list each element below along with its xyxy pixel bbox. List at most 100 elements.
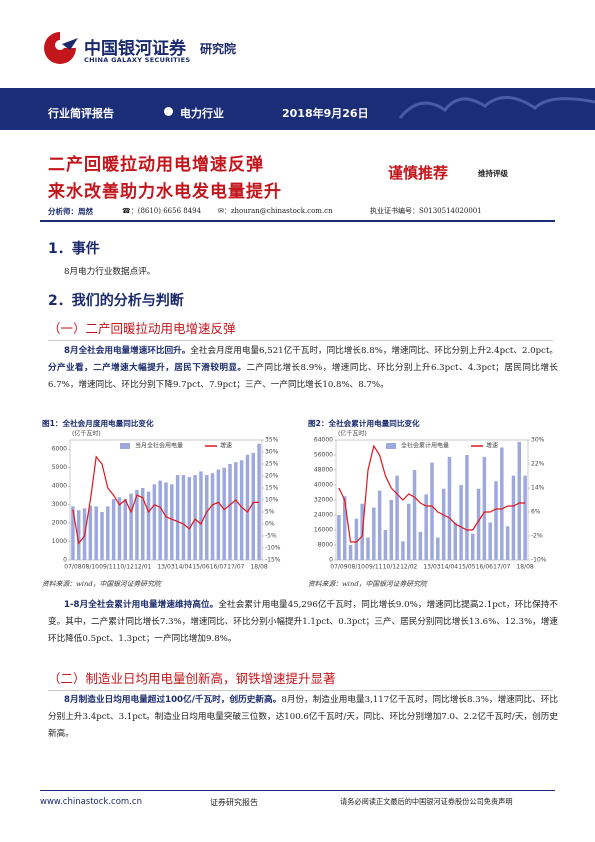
bar xyxy=(424,494,428,560)
bar xyxy=(430,462,434,560)
footer-url: www.chinastock.com.cn xyxy=(40,797,142,807)
lead: 1-8月全社会累计用电量增速维持高位。 xyxy=(64,600,219,610)
line xyxy=(72,455,260,545)
bar xyxy=(511,475,516,560)
bar xyxy=(401,541,405,560)
analyst: 分析师：周然 xyxy=(48,207,93,216)
bar xyxy=(418,531,423,560)
x-tick-label: 09/11 xyxy=(99,564,116,571)
banner xyxy=(0,88,595,130)
x-tick-label: 12/01 xyxy=(134,564,151,571)
legend-swatch xyxy=(120,443,130,449)
banner-clouds xyxy=(398,96,595,119)
bar xyxy=(117,497,122,560)
y2-tick-label: 35% xyxy=(265,437,279,444)
y-tick-label: 48000 xyxy=(314,467,333,474)
bar xyxy=(251,452,256,560)
bar xyxy=(372,507,376,560)
bar xyxy=(412,470,417,560)
brand-en: CHINA GALAXY SECURITIES xyxy=(84,56,191,64)
bar xyxy=(123,499,128,560)
x-tick-label: 16/07 xyxy=(210,564,227,571)
bar xyxy=(337,515,341,560)
bar xyxy=(406,503,411,560)
y-tick-label: 3000 xyxy=(52,501,67,508)
title: 二产回暖拉动用电增速反弹 xyxy=(48,155,264,175)
chart: (亿千瓦时) 0 1000 2000 3000 4000 5000 6000 -15% -10% -… xyxy=(52,430,281,571)
x-tick-label: 12/02 xyxy=(400,564,417,571)
bar xyxy=(453,522,458,560)
legend-label: 全社会累计用电量 xyxy=(401,442,449,450)
phone: ☎：(8610) 6656 8494 xyxy=(122,207,202,215)
logo-icon xyxy=(44,32,78,64)
bar xyxy=(447,456,452,560)
legend-label: 当月全社会用电量 xyxy=(135,442,183,450)
bar xyxy=(129,493,133,560)
x-tick-label: 15/05 xyxy=(458,564,475,571)
y-tick-label: 0 xyxy=(329,557,333,564)
bar xyxy=(500,447,504,560)
y-tick-label: 32000 xyxy=(314,497,333,504)
lead: 8月全社会用电量增速环比回升。 xyxy=(64,346,191,356)
bar xyxy=(146,491,151,560)
x-tick-label: 08/10 xyxy=(82,564,99,571)
y-tick-label: 16000 xyxy=(314,527,333,534)
bar xyxy=(494,481,498,560)
bar xyxy=(354,518,359,560)
y-tick-label: 24000 xyxy=(314,512,333,519)
bar xyxy=(228,464,232,560)
footer-rule xyxy=(40,790,555,791)
bar xyxy=(135,489,139,560)
section-heading: 2．我们的分析与判断 xyxy=(48,293,184,309)
bar xyxy=(517,441,522,560)
footer-center: 证券研究报告 xyxy=(210,798,258,807)
bar xyxy=(158,480,162,560)
y2-tick-label: 25% xyxy=(265,461,279,468)
bar xyxy=(342,496,347,560)
bar xyxy=(88,505,93,560)
y2-tick-label: 30% xyxy=(531,437,545,444)
bar xyxy=(140,488,145,560)
x-tick-label: 07/08 xyxy=(64,564,81,571)
date: 2018年9月26日 xyxy=(282,107,369,120)
bar xyxy=(389,500,394,560)
legend-swatch xyxy=(386,443,396,449)
y-axis-label: (亿千瓦时) xyxy=(338,430,367,438)
bar xyxy=(383,530,388,560)
y2-tick-label: 0% xyxy=(265,521,275,528)
line xyxy=(338,444,526,543)
bar xyxy=(164,482,168,560)
paragraph: 1-8月全社会累计用电量增速维持高位。全社会累计用电量45,296亿千瓦时，同比… xyxy=(48,597,558,648)
legend-label: 增速 xyxy=(486,442,498,450)
y2-tick-label: 30% xyxy=(265,449,279,456)
lead: 分产业看，二产增速大幅提升，居民下滑较明显。 xyxy=(48,363,247,373)
x-tick-label: 08/10 xyxy=(348,564,365,571)
bar xyxy=(204,475,209,560)
institute: 研究院 xyxy=(200,42,237,56)
y-tick-label: 40000 xyxy=(314,482,333,489)
bar xyxy=(523,475,527,560)
bar xyxy=(76,510,81,560)
rating: 谨慎推荐 xyxy=(388,164,449,182)
y-tick-label: 5000 xyxy=(52,464,67,471)
bar xyxy=(71,506,75,560)
text: 全社会累计用电量45,296亿千瓦时，同比增长9.0%，增速同比提高2.1pct… xyxy=(48,600,558,644)
bar xyxy=(222,467,226,560)
y-tick-label: 1000 xyxy=(52,538,67,545)
industry: 电力行业 xyxy=(180,107,224,120)
bar xyxy=(482,456,487,560)
bar xyxy=(465,455,469,560)
bar xyxy=(193,475,197,560)
title: 来水改善助力水电发电量提升 xyxy=(48,182,282,202)
x-tick-label: 13/03 xyxy=(157,564,174,571)
y-tick-label: 6000 xyxy=(52,446,67,453)
x-tick-label: 10/12 xyxy=(383,564,400,571)
x-tick-label: 15/06 xyxy=(192,564,209,571)
y-tick-label: 8000 xyxy=(318,542,333,549)
section-heading: 1．事件 xyxy=(48,241,100,257)
bar xyxy=(459,485,463,560)
subsection-heading: （二）制造业日均用电量创新高，钢铁增速提升显著 xyxy=(48,668,553,691)
y2-tick-label: -5% xyxy=(265,533,277,540)
y-tick-label: 64000 xyxy=(314,437,333,444)
paragraph: 8月制造业日均用电量超过100亿/千瓦时，创历史新高。8月份，制造业用电量3,1… xyxy=(48,692,558,743)
